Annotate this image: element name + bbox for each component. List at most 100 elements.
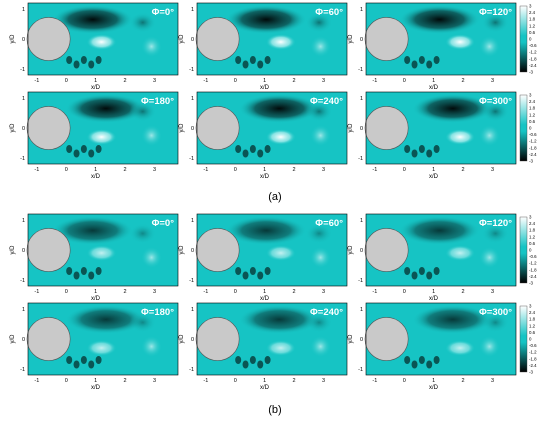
panel-frame: [196, 302, 348, 376]
x-tick-label: -1: [34, 167, 39, 173]
vorticity-panel: Φ=60° -1 0 1 2 3 1 0 -1 x/D y/D: [179, 2, 348, 91]
small-vortex: [242, 271, 249, 280]
y-tick-label: -1: [358, 67, 363, 73]
x-tick-label: 0: [65, 289, 68, 295]
y-axis-label: y/D: [10, 334, 16, 344]
colorbar-tick-label: 2.4: [529, 310, 536, 315]
x-tick-label: -1: [372, 167, 377, 173]
y-tick-label: 0: [191, 126, 194, 132]
x-tick-label: 2: [293, 378, 296, 384]
x-tick-label: 3: [153, 78, 156, 84]
panel-frame: [27, 302, 179, 376]
positive-vorticity-region: [265, 245, 296, 261]
shed-vortex-negative: [481, 12, 509, 33]
x-tick-label: -1: [203, 78, 208, 84]
vortex-field: [235, 94, 333, 158]
vorticity-panel: Φ=0° -1 0 1 2 3 1 0 -1 x/D y/D: [10, 213, 179, 302]
small-vortex: [257, 60, 264, 69]
cylinder: [26, 317, 71, 361]
negative-vorticity-region: [238, 305, 320, 334]
x-tick-label: 1: [263, 167, 266, 173]
colorbar-tick-label: -2.4: [529, 274, 537, 279]
y-axis-label: y/D: [179, 123, 185, 133]
x-tick-label: -1: [372, 78, 377, 84]
y-tick-label: -1: [20, 278, 25, 284]
vortex-field: [399, 216, 509, 280]
vortex-field: [404, 305, 509, 369]
x-tick-label: 1: [432, 78, 435, 84]
small-vortex: [404, 56, 411, 64]
colorbar: [519, 94, 528, 162]
shed-vortex-negative: [305, 12, 333, 33]
panel-frame: [365, 2, 517, 76]
x-tick-label: 0: [234, 167, 237, 173]
cylinder: [195, 17, 240, 61]
y-axis-label: y/D: [10, 245, 16, 255]
small-vortex: [426, 360, 433, 369]
x-axis-label: x/D: [91, 296, 101, 302]
negative-vorticity-region: [412, 305, 494, 334]
colorbar-tick-label: -2.4: [529, 363, 537, 368]
small-vortex: [73, 360, 80, 369]
phase-label: Φ=120°: [479, 7, 512, 18]
panel-frame: [196, 213, 348, 287]
vortex-field: [225, 216, 333, 280]
colorbar-tick-label: 2.4: [529, 10, 536, 15]
x-tick-label: -1: [203, 167, 208, 173]
colorbar-tick-label: 2.4: [529, 99, 536, 104]
shed-vortex-negative: [305, 223, 333, 244]
colorbar-tick-label: -0.6: [529, 43, 537, 48]
shed-vortex-positive: [310, 124, 332, 147]
small-vortex: [404, 145, 411, 153]
small-vortex: [257, 271, 264, 280]
colorbar-tick-label: 0.6: [529, 241, 536, 246]
shed-vortex-positive: [141, 35, 163, 58]
shed-vortex-negative: [481, 101, 509, 122]
y-tick-label: 0: [22, 248, 25, 254]
y-axis-label: y/D: [348, 34, 354, 44]
phase-label: Φ=0°: [152, 7, 175, 18]
colorbar: [519, 305, 528, 373]
x-axis-label: x/D: [429, 296, 439, 302]
phase-label: Φ=60°: [315, 7, 343, 18]
negative-vorticity-region: [65, 94, 147, 123]
y-tick-label: 1: [191, 7, 194, 13]
x-axis-label: x/D: [91, 85, 101, 91]
x-axis-label: x/D: [91, 174, 101, 180]
x-axis-label: x/D: [260, 174, 270, 180]
x-tick-label: -1: [203, 289, 208, 295]
vorticity-panel: Φ=240° -1 0 1 2 3 1 0 -1 x/D y/D: [179, 91, 348, 180]
shed-vortex-positive: [479, 124, 501, 147]
x-tick-label: 1: [94, 289, 97, 295]
vorticity-panel: Φ=300°-1 0 1 2 310-1x/Dy/D32.41.81.20.60-0.6…: [348, 302, 537, 391]
vortex-field: [65, 94, 163, 158]
x-tick-label: 0: [403, 289, 406, 295]
x-tick-label: 2: [293, 78, 296, 84]
cylinder: [364, 106, 409, 150]
positive-vorticity-region: [86, 245, 117, 261]
x-tick-label: 0: [403, 378, 406, 384]
negative-vorticity-region: [225, 216, 307, 245]
x-tick-label: 1: [94, 378, 97, 384]
vortex-field: [52, 216, 163, 280]
colorbar-tick-label: -1.2: [529, 139, 537, 144]
y-axis-label: y/D: [10, 34, 16, 44]
small-vortex: [249, 356, 256, 364]
phase-label: Φ=240°: [310, 307, 343, 318]
y-tick-label: 1: [360, 7, 363, 13]
small-vortex: [418, 145, 425, 153]
vortex-field: [404, 94, 509, 158]
positive-vorticity-region: [86, 34, 117, 50]
colorbar-tick-label: 1.2: [529, 112, 536, 117]
x-axis-label: x/D: [260, 385, 270, 391]
cylinder: [364, 17, 409, 61]
colorbar: [519, 216, 528, 284]
x-tick-label: 3: [153, 289, 156, 295]
x-tick-label: 0: [234, 378, 237, 384]
phase-label: Φ=300°: [479, 307, 512, 318]
vortex-field: [225, 5, 333, 69]
y-tick-label: -1: [189, 278, 194, 284]
shed-vortex-negative: [305, 101, 333, 122]
colorbar-tick-label: 3: [529, 4, 532, 9]
negative-vorticity-region: [52, 5, 134, 34]
